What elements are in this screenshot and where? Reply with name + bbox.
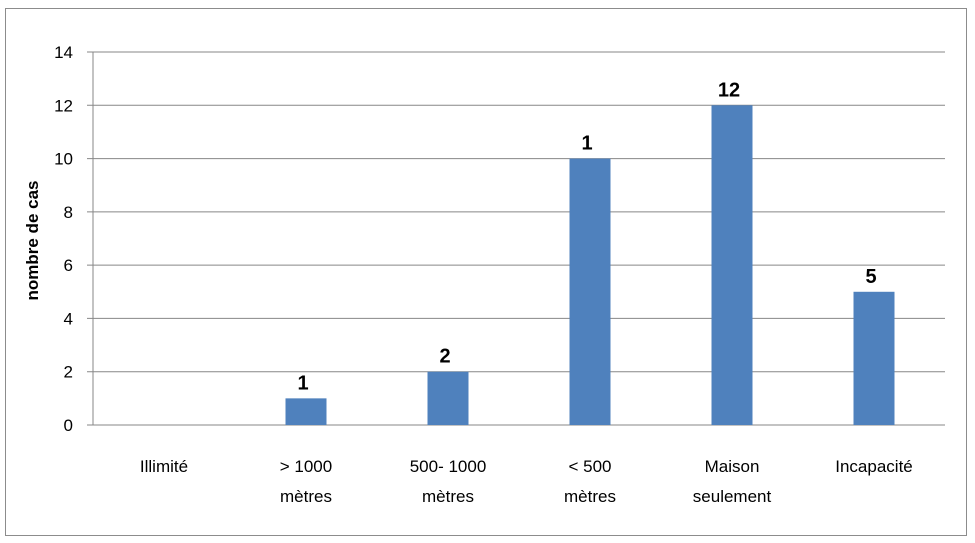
chart-frame <box>5 8 967 536</box>
category-label: Incapacité <box>835 457 913 476</box>
y-axis-title: nombre de cas <box>23 181 42 301</box>
category-label: Illimité <box>140 457 188 476</box>
data-label: 12 <box>718 79 740 101</box>
bar <box>427 371 469 425</box>
bar <box>569 158 611 426</box>
y-tick-label: 0 <box>64 416 73 435</box>
category-label: mètres <box>564 487 616 506</box>
category-label: 500- 1000 <box>410 457 487 476</box>
y-tick-label: 10 <box>54 150 73 169</box>
bar <box>285 398 327 425</box>
category-label: mètres <box>280 487 332 506</box>
y-tick-label: 2 <box>64 363 73 382</box>
data-label: 1 <box>297 372 308 394</box>
category-label: mètres <box>422 487 474 506</box>
data-label: 2 <box>439 346 450 368</box>
category-label: < 500 <box>568 457 611 476</box>
y-tick-label: 12 <box>54 96 73 115</box>
y-tick-label: 6 <box>64 256 73 275</box>
category-label: > 1000 <box>280 457 332 476</box>
y-tick-label: 8 <box>64 203 73 222</box>
category-label: seulement <box>693 487 772 506</box>
y-tick-label: 4 <box>64 309 73 328</box>
y-tick-label: 14 <box>54 43 73 62</box>
bar <box>711 105 753 426</box>
data-label: 5 <box>865 266 876 288</box>
bar <box>853 291 895 425</box>
data-label: 1 <box>581 133 592 155</box>
category-label: Maison <box>705 457 760 476</box>
